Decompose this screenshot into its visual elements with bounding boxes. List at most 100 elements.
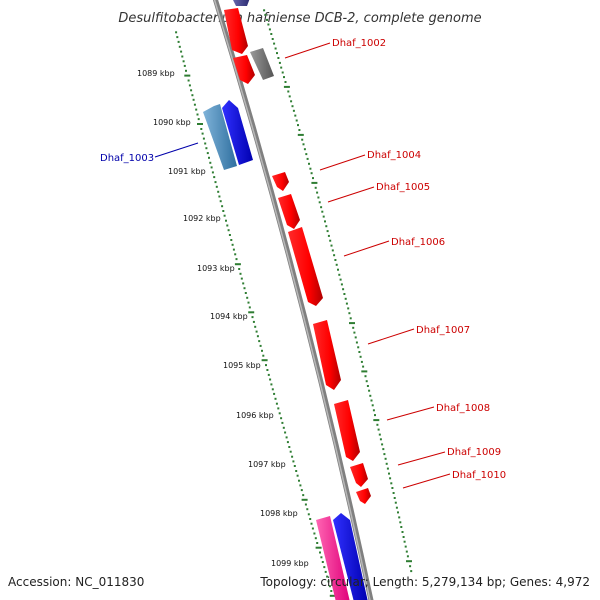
kbp-label: 1098 kbp [260, 509, 298, 518]
minor-tick [206, 152, 209, 155]
gene-label-dhaf-1003[interactable]: Dhaf_1003 [100, 153, 154, 164]
minor-tick [289, 450, 292, 453]
minor-tick [283, 76, 285, 79]
gene-label-dhaf-1002[interactable]: Dhaf_1002 [332, 38, 386, 49]
minor-tick [209, 161, 212, 164]
kbp-label: 1089 kbp [137, 69, 175, 78]
gene-label-dhaf-1005[interactable]: Dhaf_1005 [376, 182, 430, 193]
minor-tick [269, 378, 272, 381]
major-tick [261, 359, 268, 362]
minor-tick [316, 191, 319, 194]
gene-label-dhaf-1006[interactable]: Dhaf_1006 [391, 237, 445, 248]
minor-tick [329, 239, 332, 242]
minor-tick [313, 532, 316, 535]
gene-blue-2 [333, 513, 368, 600]
gene-dhaf-1003 [203, 104, 237, 170]
gene-pink [316, 516, 350, 600]
minor-tick [270, 33, 273, 35]
gene-label-dhaf-1008[interactable]: Dhaf_1008 [436, 403, 490, 414]
minor-tick [302, 494, 305, 497]
minor-tick [261, 349, 263, 352]
gene-label-dhaf-1009[interactable]: Dhaf_1009 [447, 447, 501, 458]
minor-tick [208, 156, 210, 159]
minor-tick [360, 360, 363, 363]
minor-tick [309, 518, 312, 520]
minor-tick [366, 385, 369, 387]
minor-tick [193, 103, 196, 106]
major-tick [311, 181, 318, 184]
minor-tick [222, 210, 225, 212]
minor-tick [221, 205, 224, 208]
minor-tick [183, 64, 186, 67]
minor-tick [370, 399, 373, 402]
minor-tick [381, 443, 384, 446]
gene-dhaf-1002 [233, 55, 255, 84]
minor-tick [404, 545, 407, 548]
minor-tick [295, 470, 298, 472]
minor-tick [310, 522, 313, 525]
major-tick [283, 85, 290, 88]
minor-tick [210, 166, 213, 169]
gene-partial-top [233, 0, 250, 6]
minor-tick [354, 336, 357, 339]
gene-blue-1 [222, 100, 253, 165]
minor-tick [252, 320, 255, 323]
minor-tick [397, 511, 399, 514]
minor-tick [403, 540, 406, 543]
gene-grey [250, 48, 274, 80]
minor-tick [188, 84, 191, 87]
minor-tick [218, 195, 221, 198]
minor-tick [306, 157, 309, 160]
minor-tick [265, 364, 267, 367]
major-tick [349, 322, 355, 325]
tick-tracks [175, 9, 413, 597]
minor-tick [290, 100, 293, 103]
minor-tick [274, 397, 277, 400]
minor-tick [318, 201, 321, 204]
minor-tick [297, 124, 299, 127]
minor-tick [320, 556, 323, 559]
gene-label-dhaf-1004[interactable]: Dhaf_1004 [367, 150, 421, 161]
minor-tick [196, 113, 199, 116]
minor-tick [337, 268, 339, 271]
minor-tick [292, 460, 295, 463]
minor-tick [267, 23, 270, 26]
minor-tick [284, 431, 287, 434]
minor-tick [335, 263, 338, 266]
genome-backbone [212, 0, 374, 600]
minor-tick [231, 243, 234, 246]
minor-tick [309, 167, 312, 170]
minor-tick [298, 129, 301, 131]
minor-tick [276, 52, 278, 55]
gene-label-dhaf-1010[interactable]: Dhaf_1010 [452, 470, 506, 481]
minor-tick [234, 253, 237, 256]
minor-tick [277, 57, 280, 59]
minor-tick [251, 316, 254, 319]
minor-tick [358, 351, 361, 353]
minor-tick [262, 354, 265, 357]
minor-tick [217, 190, 220, 193]
gene-labels: Dhaf_1002 Dhaf_1003 Dhaf_1004 Dhaf_1005 … [100, 38, 506, 481]
accession-text: Accession: NC_011830 [8, 575, 144, 589]
minor-tick [195, 108, 198, 111]
minor-tick [180, 50, 183, 53]
minor-tick [311, 527, 314, 530]
minor-tick [333, 254, 336, 257]
leader-dhaf-1005 [327, 186, 375, 203]
kbp-label: 1096 kbp [236, 411, 274, 420]
minor-tick [342, 288, 345, 291]
minor-tick [390, 482, 393, 485]
minor-tick [200, 128, 203, 130]
gene-label-dhaf-1007[interactable]: Dhaf_1007 [416, 325, 470, 336]
minor-tick [177, 40, 180, 43]
minor-tick [326, 230, 329, 233]
gene-features [203, 0, 371, 600]
minor-tick [244, 292, 247, 294]
gene-dhaf-1007 [313, 320, 341, 390]
minor-tick [247, 301, 250, 304]
minor-tick [302, 143, 305, 146]
minor-tick [211, 171, 214, 174]
minor-tick [301, 138, 304, 141]
leader-dhaf-1009 [397, 451, 446, 466]
minor-tick [374, 414, 376, 417]
